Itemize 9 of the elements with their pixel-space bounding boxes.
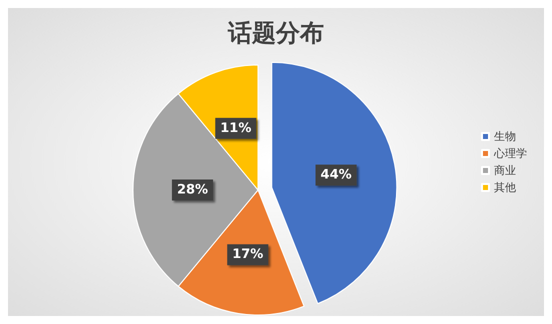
legend-label: 生物 <box>494 130 516 143</box>
chart-title: 话题分布 <box>227 19 324 47</box>
legend-label: 心理学 <box>493 147 527 160</box>
data-label: 11% <box>220 120 252 136</box>
data-label: 17% <box>232 247 264 262</box>
legend-label: 商业 <box>494 164 516 177</box>
data-label: 28% <box>176 182 208 198</box>
legend-label: 其他 <box>494 181 516 194</box>
data-label: 44% <box>320 168 352 183</box>
